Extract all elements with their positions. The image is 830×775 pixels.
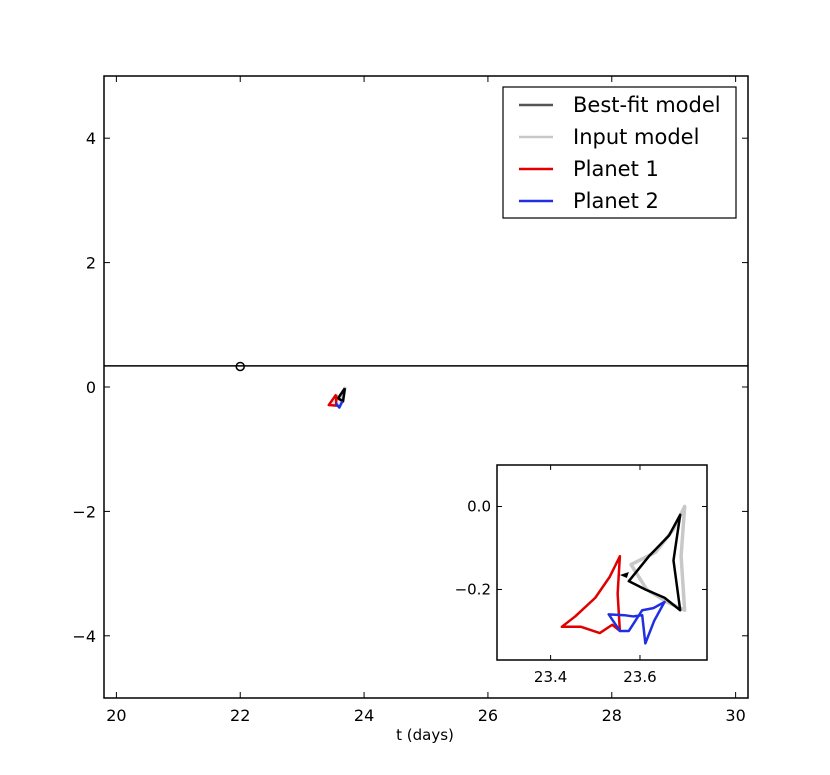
x-tick-label: 22 (230, 706, 250, 725)
source-position-marker (235, 361, 245, 372)
x-tick-label: 24 (354, 706, 374, 725)
caustic-planet-2 (334, 400, 344, 409)
inset-frame (496, 464, 708, 661)
caustic-planet-1 (327, 393, 338, 407)
x-tick-label: 20 (106, 706, 126, 725)
x-axis-label: t (days) (396, 726, 454, 744)
inset-caustic-planet-2 (607, 600, 666, 645)
inset-caustic-planet-1 (560, 555, 622, 635)
y-tick-label: 2 (86, 254, 96, 273)
y-tick-label: −4 (72, 627, 96, 646)
x-tick-label: 30 (725, 706, 745, 725)
inset-y-tick-label: −0.2 (455, 580, 491, 598)
inset-y-tick-label: 0.0 (467, 497, 491, 515)
y-tick-label: 0 (86, 378, 96, 397)
x-tick-label: 28 (602, 706, 622, 725)
inset-series-group (560, 504, 687, 645)
inset-caustic-best-fit-model (627, 513, 682, 612)
x-tick-label: 26 (478, 706, 498, 725)
inset-direction-arrow (619, 571, 629, 578)
inset-x-tick-label: 23.4 (534, 668, 567, 686)
legend: Best-fit model Input model Planet 1 Planet … (502, 86, 737, 219)
y-tick-label: −2 (72, 502, 96, 521)
inset-x-tick-label: 23.6 (623, 668, 656, 686)
y-tick-label: 4 (86, 129, 96, 148)
legend-label: Planet 1 (573, 157, 659, 181)
legend-label: Input model (573, 125, 699, 149)
legend-label: Best-fit model (573, 93, 721, 117)
main-series-group (104, 361, 748, 409)
caustic-best-fit-model (336, 387, 347, 403)
legend-label: Planet 2 (573, 189, 659, 213)
inset-background (497, 465, 707, 660)
inset-plot: 23.4 23.6 0.0 −0.2 (455, 464, 708, 686)
legend-box (502, 86, 737, 219)
